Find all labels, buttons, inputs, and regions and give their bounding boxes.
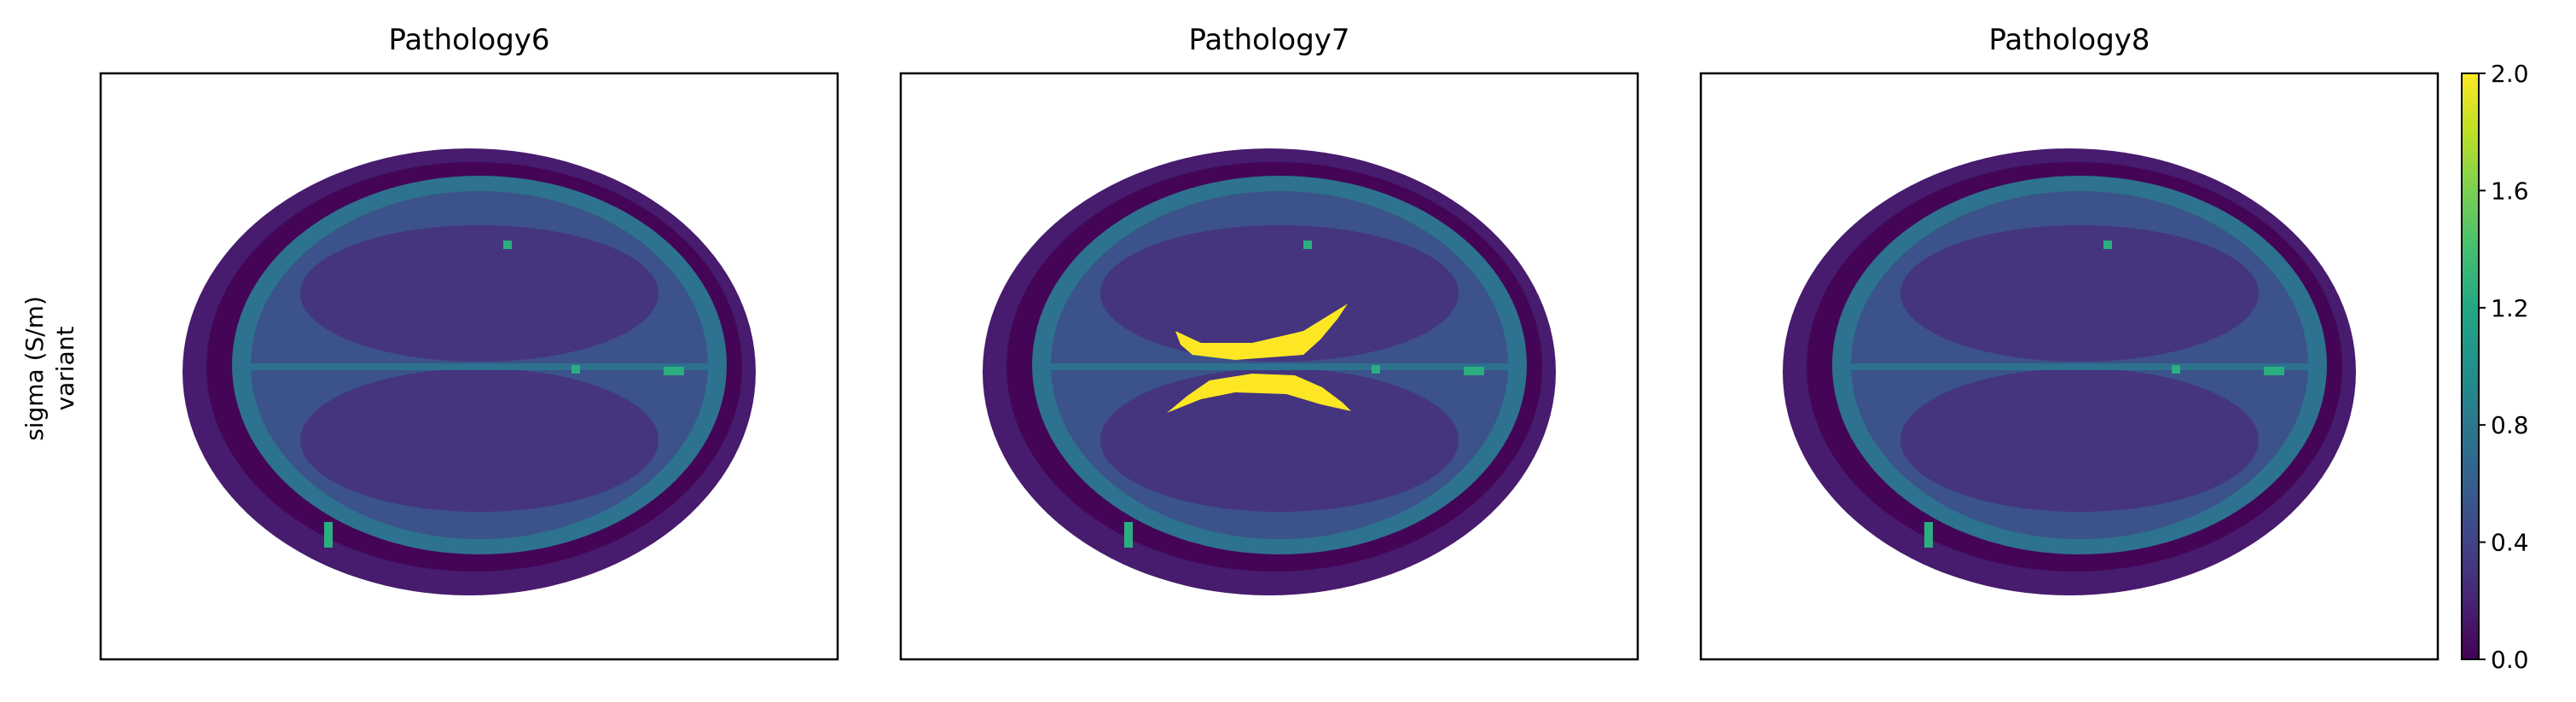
vessel-mark — [503, 241, 512, 249]
panel-frame — [1699, 72, 2440, 661]
lesion-region — [1167, 304, 1351, 413]
midline-fissure — [1051, 363, 1508, 370]
panel-title: Pathology7 — [1188, 23, 1349, 57]
panel-pathology6: Pathology6 — [99, 23, 839, 661]
white-matter-left — [300, 225, 659, 362]
colorbar-tick-label: 1.2 — [2491, 294, 2529, 322]
vessel-mark — [324, 522, 333, 548]
panel-title: Pathology8 — [1988, 23, 2150, 57]
vessel-mark — [1924, 522, 1933, 548]
row-label-line2: variant — [51, 327, 79, 411]
midline-fissure — [1851, 363, 2308, 370]
vessel-mark — [1372, 365, 1380, 374]
colorbar-tick-label: 0.4 — [2491, 529, 2529, 557]
row-label-line1: sigma (S/m) — [20, 296, 49, 441]
white-matter-right — [1100, 368, 1459, 512]
colorbar-tick-label: 1.6 — [2491, 177, 2529, 205]
white-matter-left — [1100, 225, 1459, 362]
white-matter-right — [300, 368, 659, 512]
vessel-mark — [1124, 522, 1133, 548]
panel-frame — [99, 72, 839, 661]
panel-frame — [899, 72, 1639, 661]
colorbar-tick-label: 0.0 — [2491, 646, 2529, 674]
lesion-lower — [1167, 374, 1351, 413]
panel-pathology7: Pathology7 — [899, 23, 1639, 661]
lesion-upper — [1175, 304, 1348, 360]
vessel-mark — [571, 365, 580, 374]
vessel-mark — [1303, 241, 1312, 249]
colorbar: 0.0 0.4 0.8 1.2 1.6 2.0 — [2461, 60, 2529, 674]
vessel-mark — [1464, 367, 1484, 375]
white-matter-right — [1900, 368, 2259, 512]
vessel-mark — [664, 367, 684, 375]
colorbar-tick-label: 2.0 — [2491, 60, 2529, 88]
vessel-mark — [2264, 367, 2284, 375]
colorbar-ticks: 0.0 0.4 0.8 1.2 1.6 2.0 — [2479, 60, 2529, 674]
colorbar-tick-label: 0.8 — [2491, 411, 2529, 439]
midline-fissure — [251, 363, 708, 370]
brain-image — [983, 148, 1556, 595]
white-matter-left — [1900, 225, 2259, 362]
colorbar-gradient — [2461, 73, 2480, 660]
vessel-mark — [2172, 365, 2180, 374]
brain-image — [183, 148, 756, 595]
brain-image — [1783, 148, 2356, 595]
row-label: sigma (S/m) variant — [20, 296, 79, 441]
panel-pathology8: Pathology8 — [1699, 23, 2440, 661]
vessel-mark — [2103, 241, 2112, 249]
panel-title: Pathology6 — [388, 23, 549, 57]
